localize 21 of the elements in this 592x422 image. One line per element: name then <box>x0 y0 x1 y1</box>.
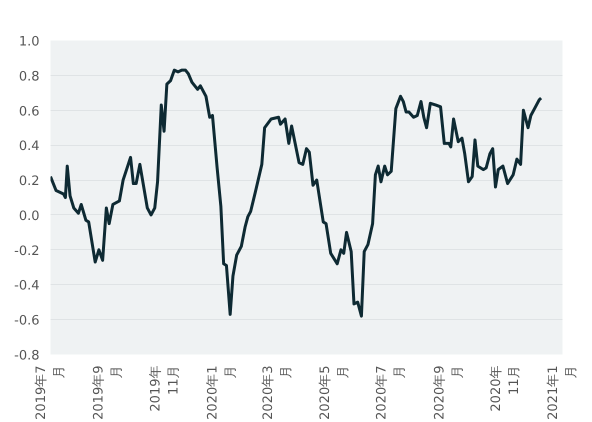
y-tick-label: 0.8 <box>18 69 40 84</box>
x-tick-label: 2019年9月 <box>92 365 125 420</box>
y-tick-label: 1.0 <box>18 34 40 50</box>
y-tick-label: 0.2 <box>18 174 40 190</box>
line-series <box>50 68 543 318</box>
y-tick-label: -0.8 <box>14 348 40 364</box>
y-tick-label: 0.0 <box>18 208 40 224</box>
x-tick-label: 2021年1月 <box>546 365 579 420</box>
x-tick-label: 2019年7月 <box>34 365 67 420</box>
x-tick-label: 2020年11月 <box>489 365 522 412</box>
x-tick-label: 2020年5月 <box>318 365 351 420</box>
x-tick-label: 2020年3月 <box>261 365 294 420</box>
x-tick-label: 2020年9月 <box>432 365 466 420</box>
x-tick-label: 2020年1月 <box>205 365 238 420</box>
x-tick-label: 2019年11月 <box>148 365 182 412</box>
x-tick-label: 2020年7月 <box>374 365 408 420</box>
y-tick-label: -0.2 <box>14 244 40 259</box>
y-tick-label: -0.4 <box>14 278 40 294</box>
y-tick-label: 0.6 <box>18 104 40 120</box>
y-tick-label: -0.6 <box>14 314 40 329</box>
y-tick-label: 0.4 <box>18 139 40 154</box>
